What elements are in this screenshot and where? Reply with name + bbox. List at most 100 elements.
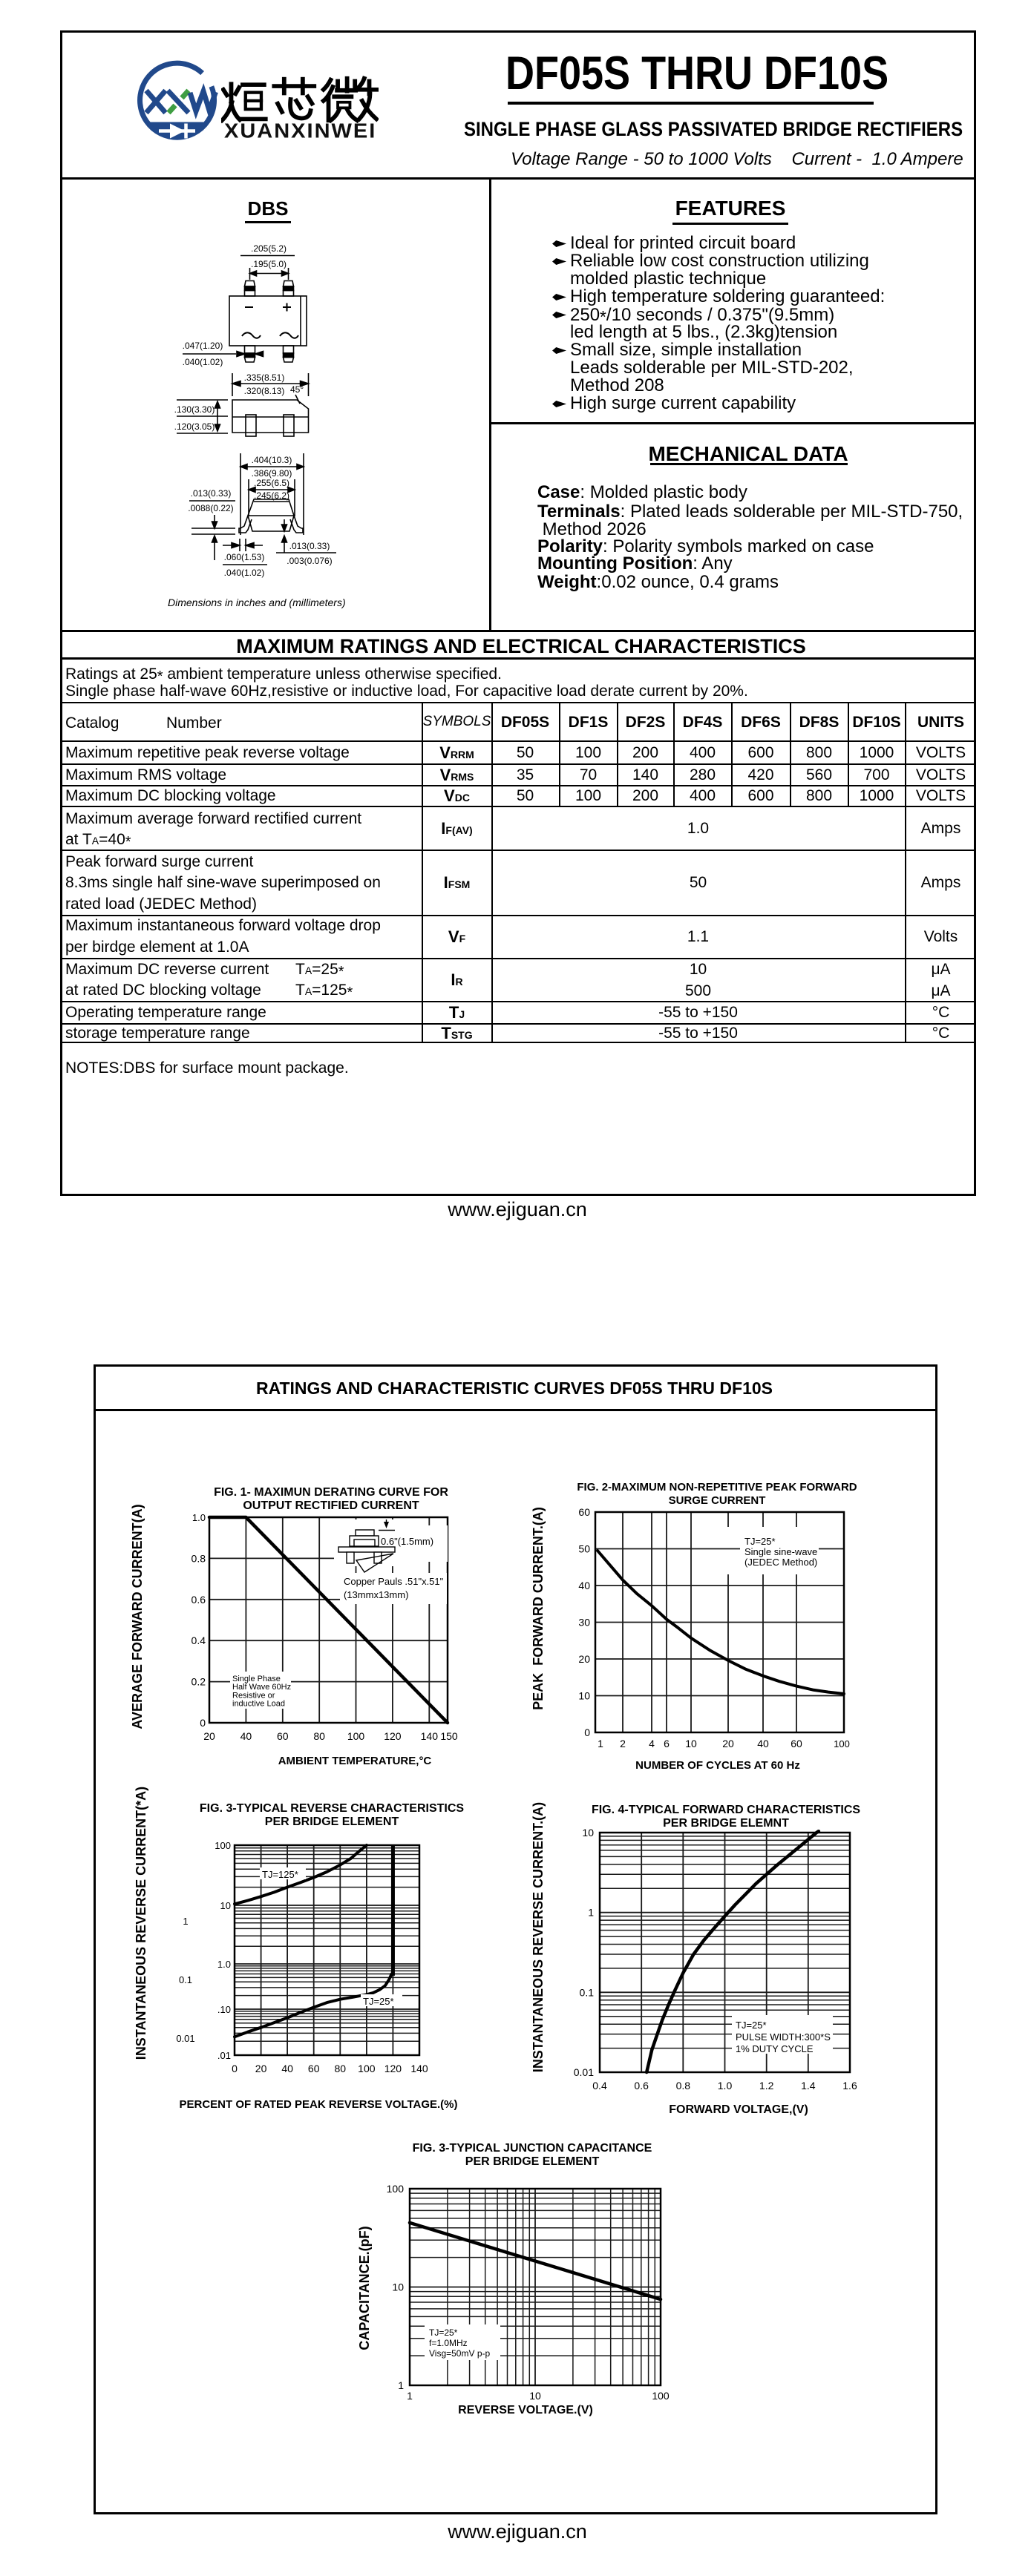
svg-text:(13mmx13mm): (13mmx13mm) [344, 1589, 408, 1600]
svg-text:PER BRIDGE ELEMNT: PER BRIDGE ELEMNT [663, 1817, 789, 1830]
svg-text:1.6: 1.6 [842, 2080, 857, 2092]
svg-text:20: 20 [203, 1730, 215, 1742]
svg-text:TJ=125*: TJ=125* [262, 1869, 298, 1880]
svg-text:SURGE CURRENT: SURGE CURRENT [669, 1494, 766, 1507]
svg-text:1: 1 [588, 1907, 594, 1919]
svg-text:inductive Load: inductive Load [232, 1700, 285, 1709]
svg-text:100: 100 [215, 1840, 231, 1851]
svg-text:80: 80 [334, 2063, 346, 2074]
svg-text:140: 140 [421, 1730, 439, 1742]
svg-text:Single Phase: Single Phase [232, 1675, 281, 1683]
svg-text:.120(3.05): .120(3.05) [174, 421, 215, 432]
svg-text:FIG. 3-TYPICAL JUNCTION CAPACI: FIG. 3-TYPICAL JUNCTION CAPACITANCE [413, 2142, 652, 2155]
svg-text:40: 40 [578, 1580, 590, 1591]
svg-text:FIG. 1- MAXIMUN DERATING CURVE: FIG. 1- MAXIMUN DERATING CURVE FOR [214, 1486, 448, 1499]
svg-text:0.4: 0.4 [192, 1634, 206, 1646]
svg-text:.404(10.3): .404(10.3) [252, 455, 292, 465]
svg-text:0.01: 0.01 [574, 2066, 594, 2078]
svg-text:20: 20 [255, 2063, 267, 2074]
svg-text:0.1: 0.1 [580, 1986, 595, 1998]
svg-text:0.2: 0.2 [192, 1676, 206, 1688]
svg-text:60: 60 [277, 1730, 289, 1742]
svg-text:1: 1 [398, 2379, 404, 2391]
svg-text:CAPACITANCE.(pF): CAPACITANCE.(pF) [357, 2226, 372, 2350]
svg-text:0.6: 0.6 [634, 2080, 649, 2092]
svg-text:0: 0 [584, 1726, 590, 1738]
svg-text:f=1.0MHz: f=1.0MHz [429, 2338, 468, 2348]
svg-text:4: 4 [649, 1738, 655, 1749]
svg-text:.255(6.5): .255(6.5) [254, 478, 289, 488]
svg-text:PEAK FORWARD CURRENT.(A): PEAK FORWARD CURRENT.(A) [531, 1507, 546, 1710]
svg-text:PULSE WIDTH:300*S: PULSE WIDTH:300*S [736, 2031, 831, 2043]
svg-text:1.0: 1.0 [217, 1959, 231, 1970]
svg-text:1.4: 1.4 [801, 2080, 816, 2092]
svg-text:.003(0.076): .003(0.076) [287, 556, 332, 566]
svg-text:FORWARD VOLTAGE,(V): FORWARD VOLTAGE,(V) [669, 2103, 808, 2116]
svg-text:10: 10 [578, 1690, 590, 1702]
svg-text:140: 140 [410, 2063, 428, 2074]
svg-text:Copper Pauls .51"x.51": Copper Pauls .51"x.51" [344, 1576, 444, 1587]
svg-text:TJ=25*: TJ=25* [429, 2327, 458, 2338]
svg-text:.195(5.0): .195(5.0) [251, 259, 287, 269]
svg-text:100: 100 [347, 1730, 365, 1742]
svg-text:40: 40 [757, 1738, 769, 1749]
svg-text:6: 6 [664, 1738, 670, 1749]
svg-text:100: 100 [387, 2183, 405, 2195]
svg-text:TJ=25*: TJ=25* [736, 2020, 767, 2031]
svg-text:1: 1 [598, 1738, 603, 1749]
svg-text:10: 10 [392, 2281, 404, 2293]
svg-text:20: 20 [722, 1738, 734, 1749]
svg-text:40: 40 [240, 1730, 252, 1742]
svg-text:0.4: 0.4 [592, 2080, 607, 2092]
svg-text:.040(1.02): .040(1.02) [224, 568, 265, 578]
svg-text:60: 60 [578, 1506, 590, 1518]
svg-text:1.0: 1.0 [718, 2080, 733, 2092]
svg-text:TJ=25*: TJ=25* [363, 1996, 394, 2007]
svg-text:TJ=25*: TJ=25* [744, 1536, 776, 1547]
svg-text:PERCENT OF RATED PEAK REVERSE: PERCENT OF RATED PEAK REVERSE VOLTAGE.(%… [179, 2098, 457, 2111]
svg-text:100: 100 [652, 2390, 670, 2402]
svg-text:0.8: 0.8 [192, 1552, 206, 1564]
svg-text:1: 1 [407, 2390, 413, 2402]
svg-text:FIG. 4-TYPICAL FORWARD CHARACT: FIG. 4-TYPICAL FORWARD CHARACTERISTICS [592, 1804, 860, 1816]
svg-text:1% DUTY CYCLE: 1% DUTY CYCLE [736, 2043, 814, 2054]
svg-text:.320(8.13): .320(8.13) [244, 386, 285, 396]
svg-text:1.2: 1.2 [759, 2080, 774, 2092]
svg-text:NUMBER OF CYCLES AT 60 Hz: NUMBER OF CYCLES AT 60 Hz [635, 1759, 800, 1772]
svg-text:PER BRIDGE ELEMENT: PER BRIDGE ELEMENT [265, 1816, 399, 1828]
svg-text:10: 10 [220, 1900, 231, 1911]
svg-text:REVERSE VOLTAGE.(V): REVERSE VOLTAGE.(V) [458, 2404, 593, 2416]
svg-text:.01: .01 [217, 2050, 231, 2061]
svg-text:100: 100 [358, 2063, 376, 2074]
svg-text:60: 60 [791, 1738, 802, 1749]
svg-text:OUTPUT RECTIFIED CURRENT: OUTPUT RECTIFIED CURRENT [243, 1499, 419, 1512]
svg-text:0.01: 0.01 [176, 2033, 194, 2044]
svg-text:150: 150 [440, 1730, 458, 1742]
svg-text:30: 30 [578, 1617, 590, 1629]
svg-text:.335(8.51): .335(8.51) [244, 372, 285, 383]
svg-text:Single sine-wave: Single sine-wave [744, 1546, 817, 1557]
svg-text:AMBIENT TEMPERATURE,°C: AMBIENT TEMPERATURE,°C [278, 1755, 432, 1767]
svg-text:1: 1 [183, 1916, 188, 1927]
svg-text:INSTANTANEOUS REVERSE CURRENT.: INSTANTANEOUS REVERSE CURRENT.(A) [531, 1802, 546, 2072]
svg-text:.0088(0.22): .0088(0.22) [188, 503, 233, 513]
svg-text:120: 120 [384, 2063, 402, 2074]
svg-text:.013(0.33): .013(0.33) [191, 488, 232, 499]
svg-text:10: 10 [685, 1738, 697, 1749]
svg-text:0.6: 0.6 [192, 1594, 206, 1606]
svg-text:.040(1.02): .040(1.02) [183, 357, 223, 367]
svg-text:FIG. 2-MAXIMUM NON-REPETITIVE: FIG. 2-MAXIMUM NON-REPETITIVE PEAK FORWA… [577, 1481, 857, 1494]
svg-text:.386(9.80): .386(9.80) [252, 468, 292, 479]
svg-text:0.6"(1.5mm): 0.6"(1.5mm) [381, 1536, 433, 1547]
svg-text:0.8: 0.8 [676, 2080, 691, 2092]
svg-text:0.1: 0.1 [179, 1974, 192, 1985]
svg-text:.060(1.53): .060(1.53) [224, 552, 265, 562]
svg-text:1.0: 1.0 [192, 1512, 206, 1523]
svg-text:INSTANTANEOUS REVERSE CURRENT(: INSTANTANEOUS REVERSE CURRENT(*A) [134, 1787, 148, 2060]
svg-text:.205(5.2): .205(5.2) [251, 243, 287, 254]
svg-text:45°: 45° [290, 384, 304, 395]
svg-text:.10: .10 [217, 2004, 231, 2015]
svg-text:0: 0 [200, 1717, 206, 1729]
svg-text:50: 50 [578, 1543, 590, 1555]
svg-text:80: 80 [313, 1730, 325, 1742]
